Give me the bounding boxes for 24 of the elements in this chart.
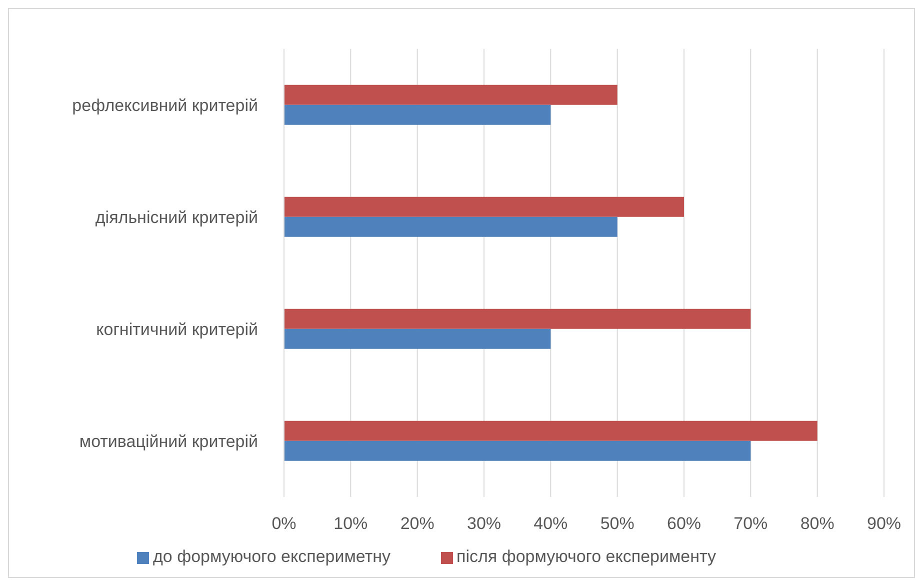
x-tick-label: 60% [666, 514, 702, 534]
x-tick-label: 30% [466, 514, 502, 534]
bar [284, 104, 551, 125]
x-tick-label: 0% [272, 514, 296, 534]
bar [284, 328, 551, 349]
bar [284, 84, 618, 105]
x-tick-label: 70% [734, 514, 768, 534]
y-tick-label: діяльнісний критерій [95, 208, 258, 228]
bar [284, 440, 751, 461]
y-tick-label: мотиваційний критерій [79, 432, 258, 452]
y-tick-label: рефлексивний критерій [72, 96, 258, 116]
x-tick-label: 90% [866, 514, 902, 534]
legend-label: до формуючого експериметну [152, 547, 390, 566]
bar [284, 196, 684, 217]
bar [284, 216, 618, 237]
x-tick-label: 20% [400, 514, 434, 534]
x-tick-label: 40% [534, 514, 568, 534]
x-tick-label: 80% [800, 514, 834, 534]
bar [284, 308, 751, 329]
bar [284, 420, 818, 441]
legend-label: після формуючого експерименту [456, 547, 716, 566]
x-tick-label: 50% [600, 514, 634, 534]
y-tick-label: когнітичний критерій [96, 320, 258, 340]
x-tick-label: 10% [334, 514, 368, 534]
